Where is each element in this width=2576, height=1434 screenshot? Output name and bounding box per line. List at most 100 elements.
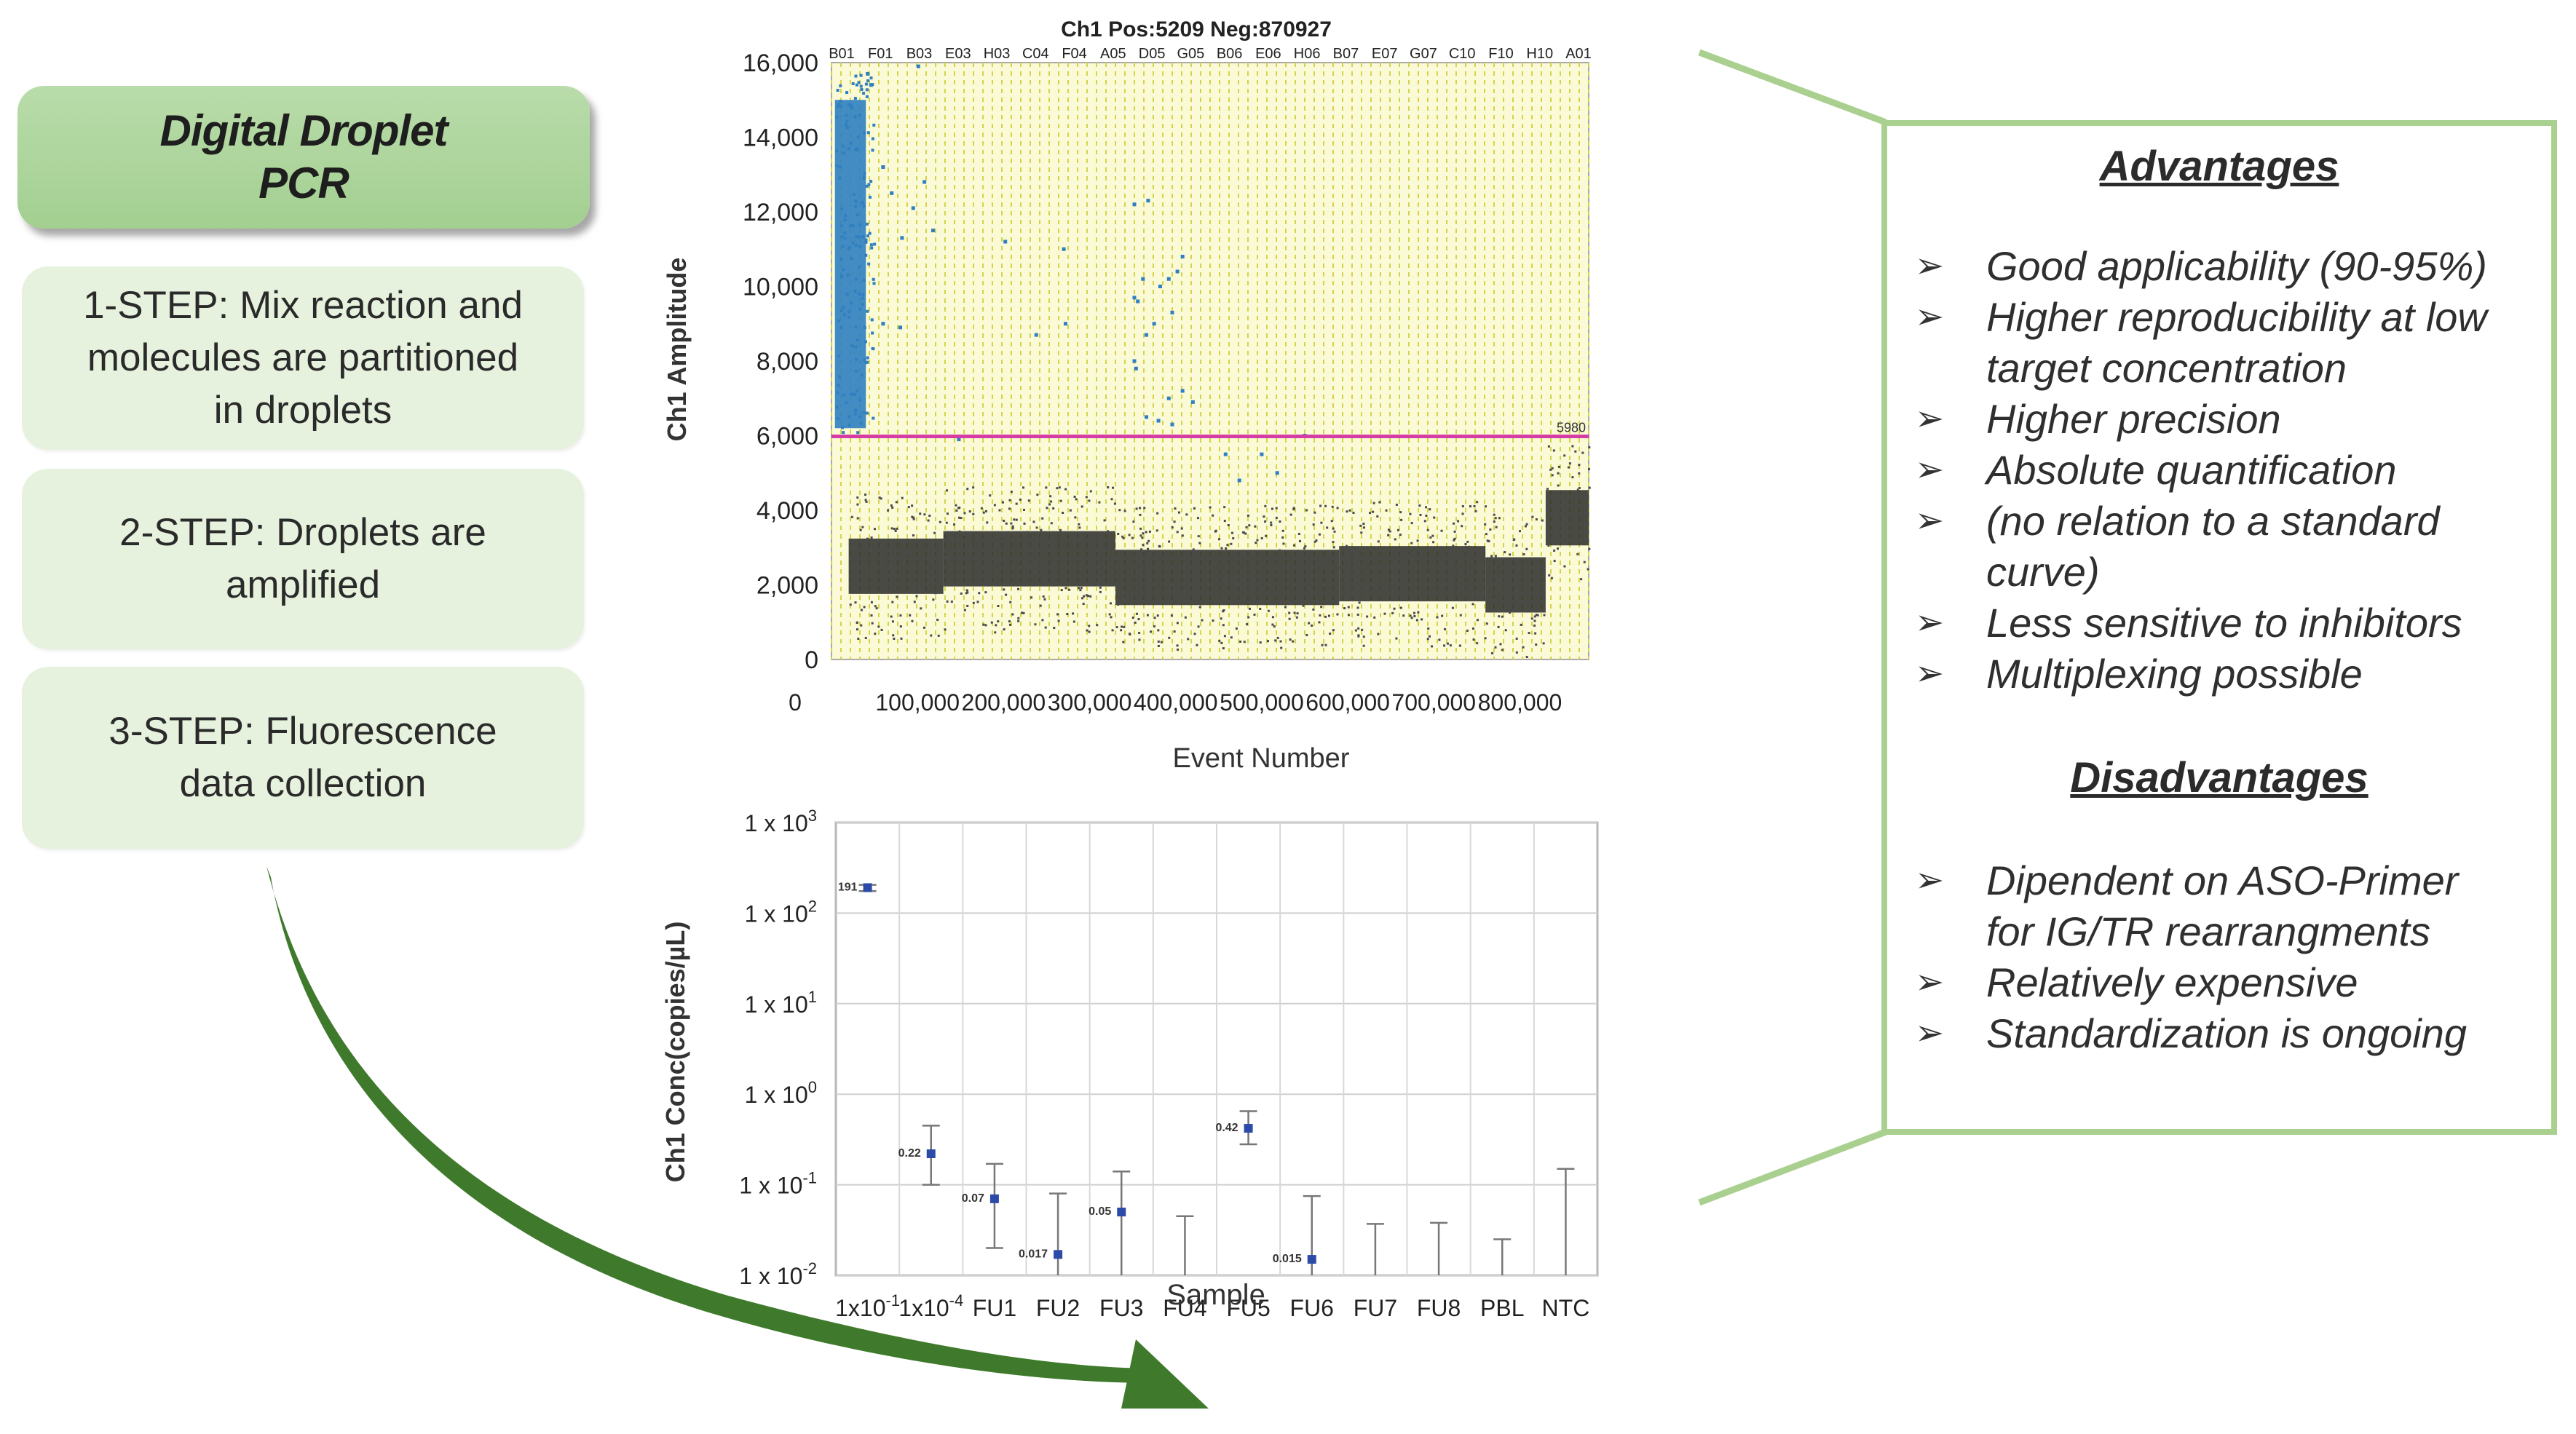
- negative-droplet: [1415, 555, 1418, 558]
- x-tick-exponent: -4: [949, 1291, 964, 1310]
- negative-droplet: [892, 634, 895, 637]
- negative-droplet: [960, 571, 963, 574]
- negative-droplet: [1320, 555, 1323, 558]
- arrow-bullet-icon: ➢: [1915, 654, 1945, 693]
- negative-droplet: [1245, 554, 1248, 557]
- negative-droplet: [1236, 584, 1238, 587]
- positive-droplet: [850, 344, 854, 348]
- negative-droplet: [1073, 495, 1076, 498]
- negative-droplet: [1262, 587, 1265, 590]
- negative-droplet: [1196, 643, 1198, 646]
- negative-droplet: [1446, 642, 1449, 645]
- negative-droplet: [1494, 517, 1497, 520]
- negative-droplet: [1488, 583, 1491, 586]
- well-label: H03: [984, 46, 1011, 62]
- negative-droplet: [1227, 579, 1230, 582]
- negative-droplet: [1222, 558, 1225, 561]
- negative-droplet: [1504, 629, 1507, 632]
- negative-droplet: [1296, 586, 1299, 589]
- positive-droplet: [845, 119, 849, 123]
- negative-droplet: [1491, 651, 1494, 654]
- negative-droplet: [890, 567, 893, 570]
- positive-droplet: [870, 246, 874, 250]
- positive-droplet: [871, 137, 874, 140]
- y-tick-label: 1 x 103: [745, 807, 817, 836]
- positive-droplet: [862, 204, 866, 207]
- negative-droplet: [1312, 608, 1315, 611]
- negative-droplet: [1314, 572, 1317, 575]
- negative-droplet: [1458, 579, 1461, 582]
- x-axis-label: Event Number: [1173, 743, 1350, 774]
- negative-droplet: [1023, 522, 1026, 525]
- negative-droplet: [1123, 510, 1126, 512]
- x-tick-base: FU8: [1417, 1295, 1461, 1321]
- negative-droplet: [1237, 575, 1240, 578]
- disadvantages-heading: Disadvantages: [2070, 754, 2368, 801]
- negative-droplet: [1377, 567, 1380, 570]
- negative-droplet: [966, 591, 969, 594]
- negative-droplet: [861, 526, 864, 528]
- step-2-box: 2-STEP: Droplets are amplified: [22, 469, 584, 649]
- negative-droplet: [1122, 536, 1125, 539]
- positive-droplet: [853, 115, 857, 119]
- negative-droplet: [1275, 568, 1278, 571]
- negative-droplet: [1576, 515, 1579, 518]
- negative-droplet: [1274, 639, 1277, 642]
- negative-droplet: [1546, 532, 1549, 535]
- negative-droplet: [1433, 516, 1436, 519]
- positive-droplet: [1237, 478, 1241, 483]
- negative-band-segment: [1115, 504, 1340, 651]
- negative-droplet: [1056, 487, 1059, 490]
- positive-droplet: [850, 392, 853, 396]
- negative-droplet: [1150, 591, 1153, 594]
- negative-droplet: [1177, 511, 1180, 514]
- positive-droplet: [854, 369, 858, 373]
- negative-droplet: [1576, 488, 1579, 491]
- negative-droplet: [877, 625, 880, 628]
- negative-droplet: [1066, 613, 1069, 616]
- negative-droplet: [1361, 628, 1364, 631]
- negative-droplet: [1171, 526, 1174, 529]
- positive-droplet: [853, 97, 857, 100]
- negative-droplet: [1194, 597, 1197, 600]
- negative-droplet: [1568, 462, 1571, 465]
- negative-droplet: [919, 512, 922, 515]
- negative-droplet: [1487, 540, 1490, 543]
- negative-droplet: [1410, 522, 1413, 525]
- y-tick-base: 1 x 10: [739, 1173, 802, 1199]
- negative-droplet: [1528, 632, 1530, 635]
- negative-droplet: [1273, 582, 1276, 585]
- negative-droplet: [1415, 619, 1418, 622]
- x-tick-base: 1x10: [835, 1295, 885, 1321]
- negative-droplet: [1174, 507, 1177, 510]
- positive-droplet: [843, 237, 847, 240]
- negative-droplet: [1578, 486, 1581, 489]
- positive-droplet: [848, 310, 851, 314]
- negative-droplet: [1288, 617, 1291, 620]
- negative-droplet: [1159, 552, 1162, 555]
- negative-droplet: [895, 501, 898, 504]
- y-tick-exponent: -1: [802, 1169, 817, 1187]
- negative-droplet: [1123, 598, 1126, 601]
- negative-droplet: [939, 568, 942, 571]
- negative-droplet: [1230, 542, 1233, 545]
- negative-droplet: [1399, 563, 1402, 566]
- positive-droplet: [861, 235, 865, 239]
- negative-droplet: [1569, 512, 1572, 515]
- negative-droplet: [1173, 520, 1176, 523]
- negative-droplet: [1457, 554, 1460, 557]
- negative-droplet: [1426, 638, 1429, 641]
- negative-droplet: [1230, 531, 1233, 534]
- negative-droplet: [1493, 520, 1496, 523]
- positive-droplet: [836, 89, 839, 92]
- negative-droplet: [958, 530, 961, 533]
- negative-droplet: [904, 558, 906, 560]
- negative-droplet: [922, 626, 925, 629]
- negative-droplet: [1266, 640, 1269, 643]
- negative-droplet: [1011, 525, 1014, 528]
- negative-droplet: [1176, 531, 1179, 534]
- negative-droplet: [1312, 593, 1315, 595]
- negative-droplet: [1279, 640, 1282, 643]
- positive-droplet: [837, 319, 841, 322]
- well-label: E06: [1255, 46, 1281, 62]
